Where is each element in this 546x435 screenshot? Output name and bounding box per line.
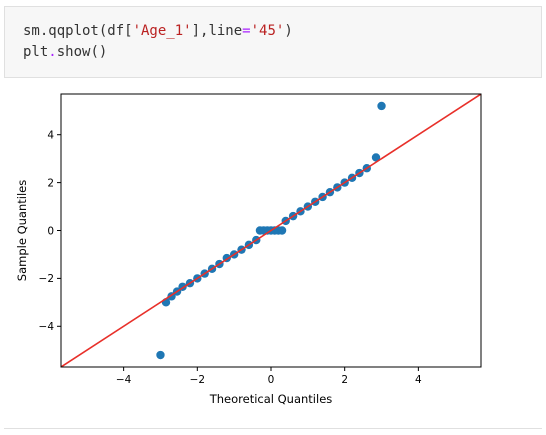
x-tick-label: 0 [268,374,275,386]
y-tick-label: −4 [39,321,55,333]
code-token: ) [284,23,293,39]
y-tick-label: 4 [47,130,54,142]
data-point [277,226,287,235]
cell-divider [4,428,542,429]
data-point [371,153,381,162]
x-tick-label: −2 [190,374,205,386]
code-token: show() [56,44,108,60]
y-tick-label: 2 [47,177,54,189]
code-token: = [242,23,251,39]
y-tick-label: −2 [39,273,54,285]
code-token: plt [23,44,49,60]
x-tick-label: 4 [415,374,422,386]
x-axis-label: Theoretical Quantiles [209,392,333,406]
data-point [156,350,165,360]
y-axis-label: Sample Quantiles [15,180,29,281]
x-tick-label: −4 [116,374,132,386]
code-token: 'Age_1' [132,23,192,39]
code-text[interactable]: sm.qqplot(df['Age_1'],line='45') plt.sho… [23,21,293,63]
code-token: sm.qqplot(df[ [23,23,133,39]
data-point [377,101,386,111]
code-token: '45' [250,23,285,39]
x-tick-label: 2 [341,374,348,386]
code-cell[interactable]: sm.qqplot(df['Age_1'],line='45') plt.sho… [4,6,542,78]
code-token: ],line [191,23,243,39]
reference-line-45 [61,94,481,367]
code-token: . [48,44,57,60]
y-tick-label: 0 [47,225,54,237]
